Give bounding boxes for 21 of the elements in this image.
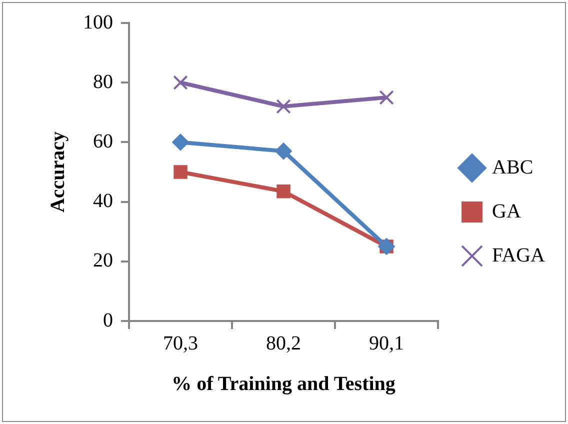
y-tick-label: 20	[93, 250, 113, 272]
legend-label: FAGA	[492, 244, 546, 266]
point	[172, 134, 190, 151]
x-tick-label: 80,2	[266, 332, 302, 354]
point	[275, 142, 292, 160]
y-tick-label: 80	[93, 70, 113, 93]
y-tick-label: 40	[93, 190, 113, 212]
point	[174, 165, 188, 179]
legend-label: ABC	[492, 156, 534, 178]
y-tick-label: 60	[93, 130, 113, 152]
point	[379, 90, 394, 105]
y-tick-label: 100	[83, 11, 113, 34]
point	[276, 184, 290, 198]
y-axis-title: Accuracy	[47, 131, 70, 213]
x-axis-title: % of Training and Testing	[172, 373, 396, 396]
legend-label: GA	[492, 200, 522, 222]
x-tick-label: 90,1	[369, 332, 404, 354]
point	[173, 75, 188, 90]
x-tick-label: 70,3	[163, 332, 198, 354]
point	[276, 99, 291, 114]
y-tick-label: 0	[103, 309, 113, 332]
